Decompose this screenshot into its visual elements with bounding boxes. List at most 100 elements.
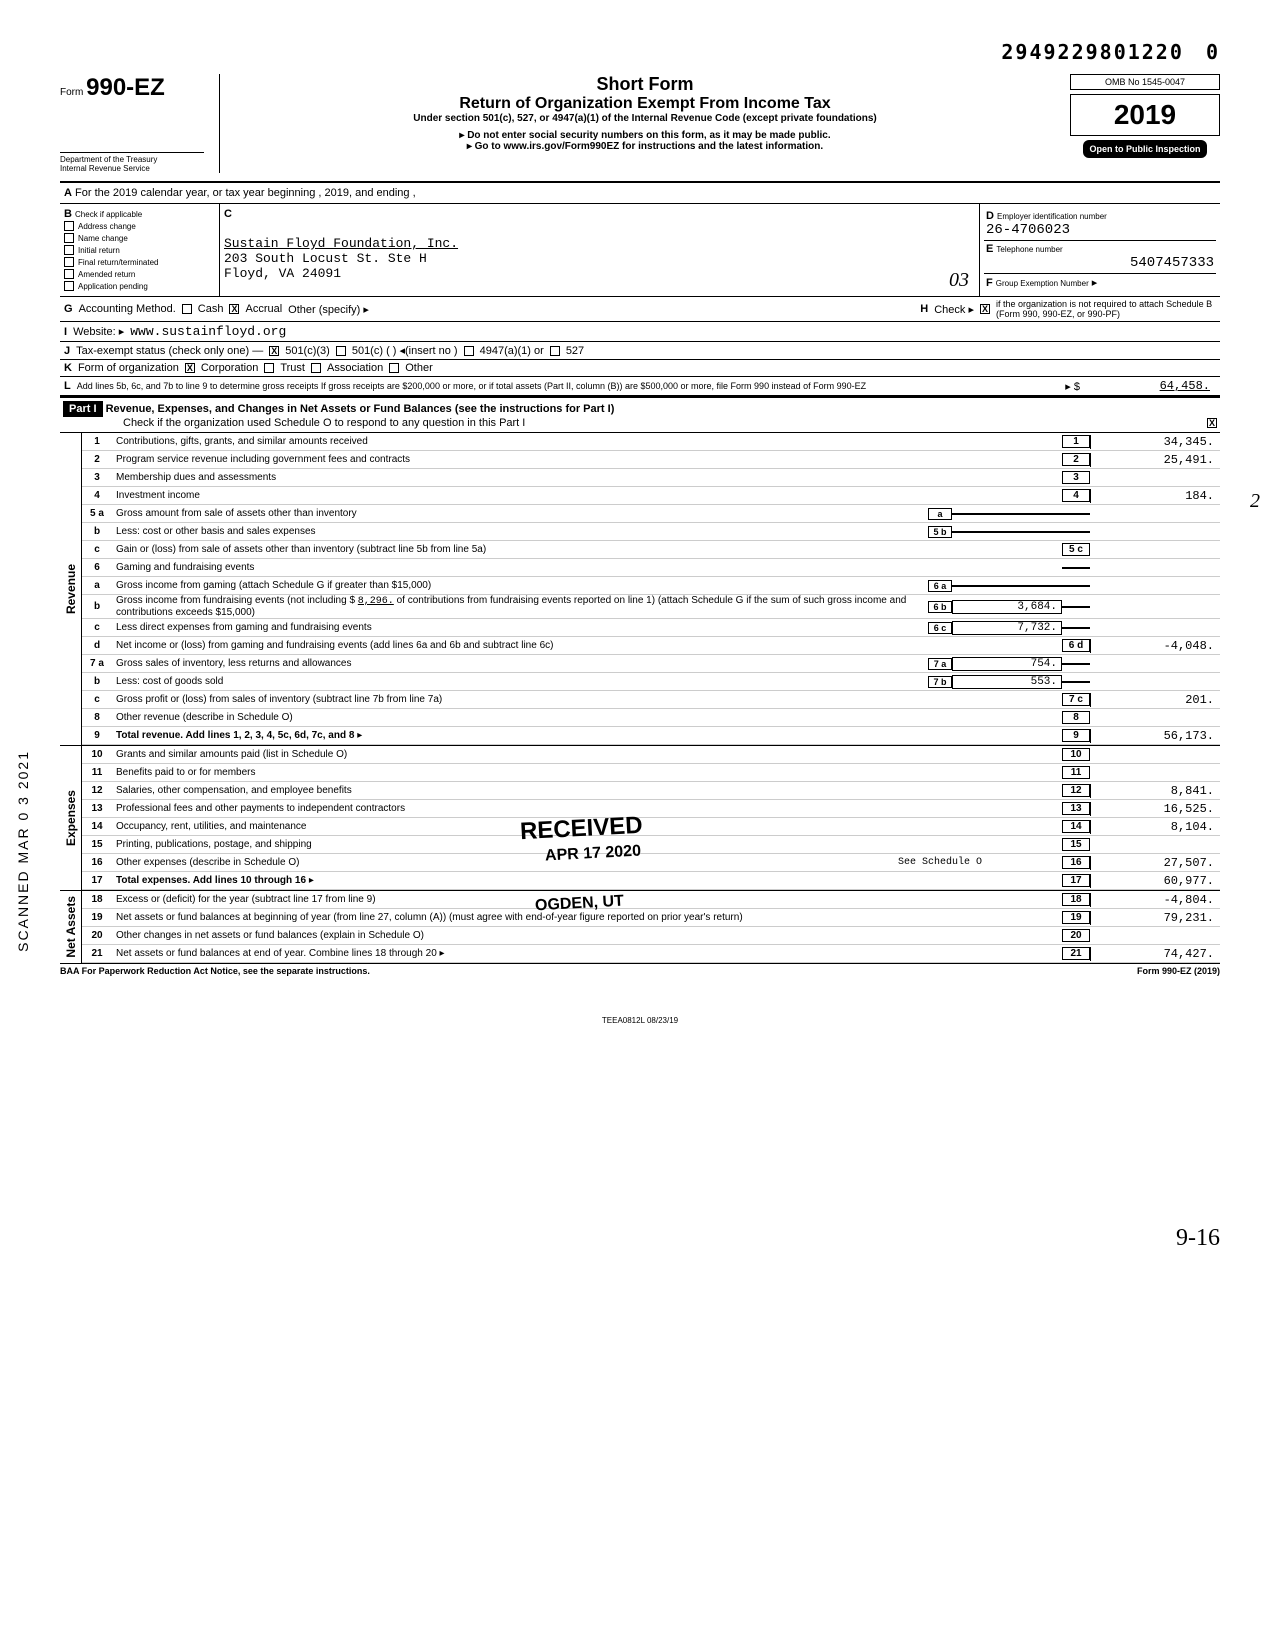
- title-section: Under section 501(c), 527, or 4947(a)(1)…: [240, 113, 1050, 124]
- l12-col: 12: [1062, 784, 1090, 797]
- netassets-label: Net Assets: [64, 896, 78, 958]
- l21-desc: Net assets or fund balances at end of ye…: [112, 948, 1062, 959]
- l19-num: 19: [82, 912, 112, 923]
- cb-527[interactable]: [550, 346, 560, 356]
- l6b-amt: 8,296.: [358, 596, 394, 607]
- header-center: Short Form Return of Organization Exempt…: [220, 74, 1070, 152]
- col-b: B Check if applicable Address change Nam…: [60, 204, 220, 296]
- l6-num: 6: [82, 562, 112, 573]
- cb-assoc[interactable]: [311, 363, 321, 373]
- part1-check-text: Check if the organization used Schedule …: [123, 417, 1207, 429]
- cb-corp[interactable]: X: [185, 363, 195, 373]
- form-prefix: Form: [60, 87, 83, 98]
- l13-val: 16,525.: [1090, 802, 1220, 816]
- cash-label: Cash: [198, 303, 224, 315]
- l1-num: 1: [82, 436, 112, 447]
- l5b-lb: 5 b: [928, 526, 952, 538]
- l6b-desc: Gross income from fundraising events (no…: [112, 595, 928, 618]
- cb-schedule-o[interactable]: X: [1207, 418, 1217, 428]
- netassets-label-wrap: Net Assets: [60, 891, 82, 963]
- l7a-iv: 754.: [952, 657, 1062, 671]
- cb-address[interactable]: Address change: [64, 220, 215, 232]
- cb-cash[interactable]: [182, 304, 192, 314]
- l18-desc: Excess or (deficit) for the year (subtra…: [112, 894, 1062, 905]
- l10-col: 10: [1062, 748, 1090, 761]
- k-text: Form of organization: [78, 362, 179, 374]
- l2-desc: Program service revenue including govern…: [112, 454, 1062, 465]
- l16-desc-text: Other expenses (describe in Schedule O): [116, 857, 299, 868]
- cb-name-label: Name change: [78, 234, 128, 243]
- j-label: J: [64, 345, 70, 357]
- l21-col: 21: [1062, 947, 1090, 960]
- cb-initial[interactable]: Initial return: [64, 244, 215, 256]
- g-text: Accounting Method.: [79, 303, 176, 315]
- cb-final[interactable]: Final return/terminated: [64, 256, 215, 268]
- l5c-col: 5 c: [1062, 543, 1090, 556]
- l1-col: 1: [1062, 435, 1090, 448]
- omb-number: OMB No 1545-0047: [1070, 74, 1220, 90]
- l7a-shade: [1062, 663, 1090, 665]
- cb-501c[interactable]: [336, 346, 346, 356]
- cb-h[interactable]: X: [980, 304, 990, 314]
- l19-desc: Net assets or fund balances at beginning…: [112, 912, 1062, 923]
- cb-trust[interactable]: [264, 363, 274, 373]
- i-label: I: [64, 326, 67, 338]
- part1-header: Part I Revenue, Expenses, and Changes in…: [60, 396, 1220, 433]
- l6c-desc: Less direct expenses from gaming and fun…: [112, 622, 928, 633]
- dln-value: 2949229801220: [1001, 40, 1184, 64]
- line-j: J Tax-exempt status (check only one) — X…: [60, 342, 1220, 360]
- c-label: C: [224, 208, 232, 220]
- l16-col: 16: [1062, 856, 1090, 869]
- goto-note: ▸ Go to www.irs.gov/Form990EZ for instru…: [240, 141, 1050, 152]
- netassets-section: Net Assets 18Excess or (deficit) for the…: [60, 890, 1220, 963]
- other-org-label: Other: [405, 362, 433, 374]
- l19-col: 19: [1062, 911, 1090, 924]
- ssn-note: ▸ Do not enter social security numbers o…: [240, 130, 1050, 141]
- l7c-col: 7 c: [1062, 693, 1090, 706]
- cb-name[interactable]: Name change: [64, 232, 215, 244]
- l5b-num: b: [82, 526, 112, 537]
- footer: BAA For Paperwork Reduction Act Notice, …: [60, 963, 1220, 976]
- l7a-num: 7 a: [82, 658, 112, 669]
- org-address: 203 South Locust St. Ste H: [224, 251, 975, 266]
- footer-baa: BAA For Paperwork Reduction Act Notice, …: [60, 966, 370, 976]
- form-number: 990-EZ: [86, 74, 165, 101]
- expenses-label-wrap: Expenses: [60, 746, 82, 890]
- l11-col: 11: [1062, 766, 1090, 779]
- l6-shade: [1062, 567, 1090, 569]
- cb-501c3[interactable]: X: [269, 346, 279, 356]
- corp-label: Corporation: [201, 362, 258, 374]
- l5c-desc: Gain or (loss) from sale of assets other…: [112, 544, 1062, 555]
- l17-col: 17: [1062, 874, 1090, 887]
- cb-4947[interactable]: [464, 346, 474, 356]
- form-header: Form 990-EZ Department of the Treasury I…: [60, 74, 1220, 173]
- line-a-text: For the 2019 calendar year, or tax year …: [75, 187, 416, 199]
- l6b-num: b: [82, 601, 112, 612]
- cb-other-org[interactable]: [389, 363, 399, 373]
- l-arrow: ▸ $: [1065, 380, 1080, 393]
- title-subtitle: Return of Organization Exempt From Incom…: [240, 95, 1050, 113]
- l5c-num: c: [82, 544, 112, 555]
- l17-desc-text: Total expenses. Add lines 10 through 16: [116, 875, 306, 886]
- i-text: Website: ▸: [73, 325, 124, 338]
- accrual-label: Accrual: [245, 303, 282, 315]
- l6d-desc: Net income or (loss) from gaming and fun…: [112, 640, 1062, 651]
- header-right: OMB No 1545-0047 2019 Open to Public Ins…: [1070, 74, 1220, 158]
- 501c3-label: 501(c)(3): [285, 345, 330, 357]
- k-label: K: [64, 362, 72, 374]
- l2-num: 2: [82, 454, 112, 465]
- l6b-lb: 6 b: [928, 601, 952, 613]
- l7b-lb: 7 b: [928, 676, 952, 688]
- part1-label: Part I: [63, 401, 103, 417]
- cb-amended[interactable]: Amended return: [64, 268, 215, 280]
- l6-desc: Gaming and fundraising events: [112, 562, 1062, 573]
- cb-pending[interactable]: Application pending: [64, 280, 215, 292]
- l20-desc: Other changes in net assets or fund bala…: [112, 930, 1062, 941]
- cb-accrual[interactable]: X: [229, 304, 239, 314]
- line-g-i: G Accounting Method. Cash XAccrual Other…: [60, 297, 1220, 322]
- l9-desc-text: Total revenue. Add lines 1, 2, 3, 4, 5c,…: [116, 730, 354, 741]
- l5a-iv: [952, 513, 1062, 515]
- l9-desc: Total revenue. Add lines 1, 2, 3, 4, 5c,…: [112, 730, 1062, 741]
- l13-desc: Professional fees and other payments to …: [112, 803, 1062, 814]
- l6a-lb: 6 a: [928, 580, 952, 592]
